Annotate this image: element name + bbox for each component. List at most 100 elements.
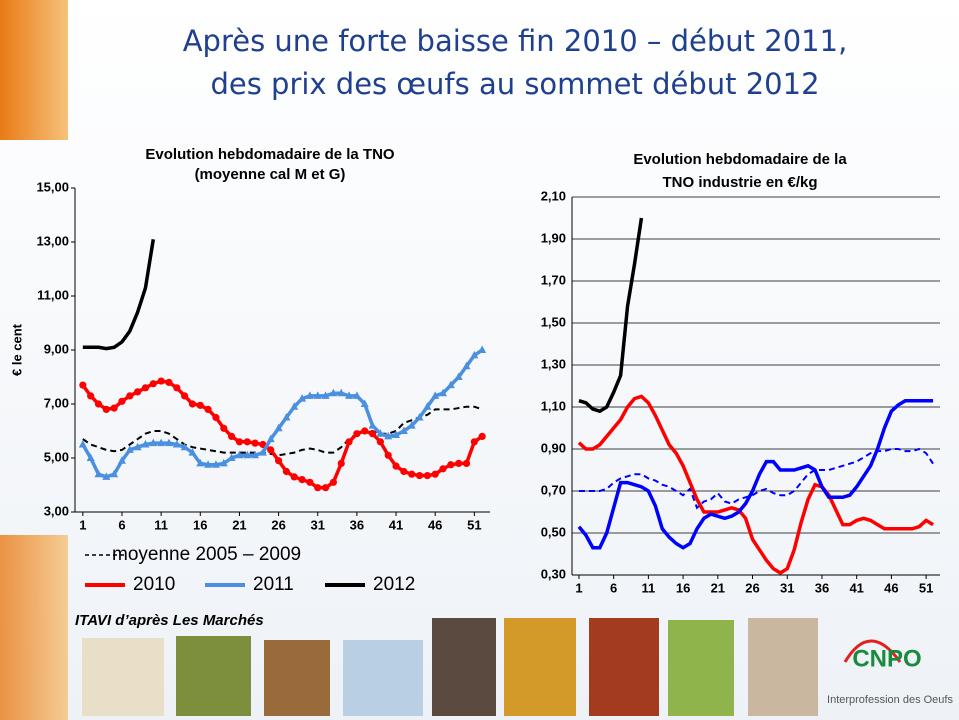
x-tick-label: 36 [350, 517, 364, 532]
y-tick-label: 15,00 [36, 179, 69, 194]
legend-label: 2010 [133, 574, 175, 595]
x-tick-label: 21 [711, 580, 725, 595]
source: ITAVI d’après Les Marchés [75, 612, 264, 629]
point [236, 438, 243, 445]
y-tick-label: 5,00 [44, 449, 69, 464]
point [220, 425, 227, 432]
x-tick-label: 46 [428, 517, 442, 532]
point [267, 446, 274, 453]
y-tick-label: 0,50 [541, 524, 566, 539]
point [330, 479, 337, 486]
point [314, 484, 321, 491]
slide-title: Après une forte baisse fin 2010 – début … [183, 24, 848, 58]
point [142, 384, 149, 391]
x-tick-label: 11 [154, 517, 168, 532]
y-tick-label: 0,90 [541, 440, 566, 455]
photo [589, 618, 659, 716]
legend-label: 2012 [373, 574, 415, 595]
point [79, 382, 86, 389]
photo [176, 636, 251, 716]
y-tick-label: 1,30 [541, 356, 566, 371]
point [439, 465, 446, 472]
point [338, 460, 345, 467]
x-tick-label: 1 [79, 517, 86, 532]
point [228, 433, 235, 440]
point [103, 406, 110, 413]
y-tick-label: 3,00 [44, 503, 69, 518]
y-tick-label: 9,00 [44, 341, 69, 356]
y-tick-label: 1,10 [541, 398, 566, 413]
point [306, 479, 313, 486]
x-tick-label: 16 [193, 517, 207, 532]
point [416, 472, 423, 479]
point [471, 438, 478, 445]
point [479, 433, 486, 440]
point [205, 406, 212, 413]
point [165, 379, 172, 386]
point [189, 400, 196, 407]
point [173, 384, 180, 391]
photo [264, 640, 330, 716]
point [181, 392, 188, 399]
point [408, 471, 415, 478]
point [283, 468, 290, 475]
logo-subtitle: Interprofession des Oeufs [827, 694, 953, 706]
point [353, 430, 360, 437]
y-axis-label: € le cent [9, 323, 24, 376]
x-tick-label: 31 [780, 580, 794, 595]
point [385, 452, 392, 459]
legend-label: 2011 [253, 574, 294, 595]
point [369, 430, 376, 437]
x-tick-label: 51 [919, 580, 933, 595]
photo [432, 618, 496, 716]
photo [668, 620, 734, 716]
x-tick-label: 26 [745, 580, 759, 595]
point [345, 438, 352, 445]
point [244, 438, 251, 445]
x-tick-label: 41 [389, 517, 403, 532]
y-tick-label: 2,10 [541, 188, 566, 203]
y-tick-label: 1,90 [541, 230, 566, 245]
point [87, 392, 94, 399]
photo [343, 640, 423, 716]
x-tick-label: 31 [311, 517, 325, 532]
point [400, 468, 407, 475]
y-tick-label: 0,70 [541, 482, 566, 497]
logo-name: CNPO [852, 645, 921, 672]
point [158, 377, 165, 384]
x-tick-label: 41 [849, 580, 863, 595]
x-tick-label: 1 [575, 580, 582, 595]
point [111, 404, 118, 411]
point [463, 460, 470, 467]
point [424, 472, 431, 479]
x-tick-label: 16 [676, 580, 690, 595]
photo [504, 618, 576, 716]
photo [82, 638, 164, 716]
point [322, 484, 329, 491]
point [134, 388, 141, 395]
slide-title: des prix des œufs au sommet début 2012 [210, 67, 819, 101]
point [197, 402, 204, 409]
x-tick-label: 6 [118, 517, 125, 532]
chart-title: (moyenne cal M et G) [195, 166, 346, 183]
accent-bar [0, 0, 68, 140]
x-tick-label: 6 [610, 580, 617, 595]
x-tick-label: 11 [642, 580, 656, 595]
point [291, 473, 298, 480]
point [118, 398, 125, 405]
accent-bar [0, 535, 68, 720]
point [251, 440, 258, 447]
y-tick-label: 11,00 [37, 287, 69, 302]
point [298, 476, 305, 483]
y-tick-label: 7,00 [44, 395, 69, 410]
point [95, 400, 102, 407]
x-tick-label: 51 [467, 517, 481, 532]
x-tick-label: 46 [884, 580, 898, 595]
point [432, 471, 439, 478]
point [392, 463, 399, 470]
x-tick-label: 21 [232, 517, 246, 532]
point [361, 427, 368, 434]
chart-title: TNO industrie en €/kg [662, 174, 817, 191]
point [126, 392, 133, 399]
chart-title: Evolution hebdomadaire de la [633, 151, 847, 168]
